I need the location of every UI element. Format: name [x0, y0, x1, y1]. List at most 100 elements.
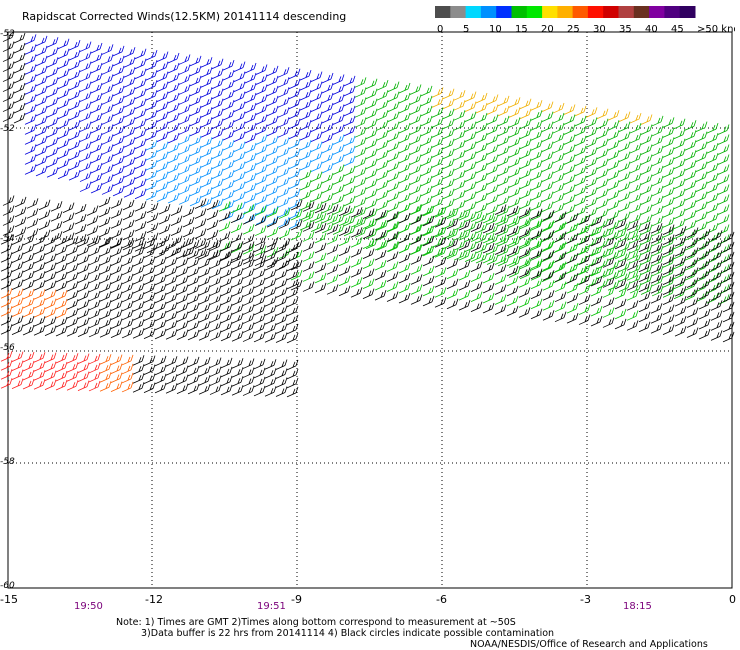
wind-barb [187, 248, 200, 260]
wind-barb [486, 114, 499, 125]
wind-barb [706, 182, 719, 194]
wind-barb [121, 318, 134, 330]
wind-barb [220, 294, 233, 306]
wind-barb [618, 171, 631, 183]
wind-barb [33, 253, 46, 264]
wind-barb [211, 78, 224, 90]
wind-barb [302, 231, 315, 242]
wind-barb [684, 240, 697, 251]
wind-barb [409, 184, 422, 195]
wind-barb [277, 207, 290, 218]
wind-barb [77, 281, 90, 292]
wind-barb [0, 252, 13, 263]
wind-barb [585, 137, 598, 148]
wind-barb [518, 297, 531, 308]
wind-barb [409, 124, 422, 135]
wind-barb [143, 310, 156, 321]
wind-barb [431, 127, 444, 138]
wind-barb [79, 151, 92, 162]
wind-barb [343, 125, 356, 137]
wind-barb [220, 321, 233, 333]
wind-barb [242, 234, 255, 245]
wind-barb [585, 257, 598, 268]
wind-barb [290, 229, 303, 241]
wind-barb [706, 162, 719, 174]
wind-barb [475, 222, 488, 234]
wind-barb [2, 51, 15, 62]
wind-barb [387, 141, 400, 152]
wind-barb [230, 232, 243, 244]
wind-barb [431, 107, 444, 118]
wind-barb [566, 272, 579, 284]
wind-barb [464, 91, 477, 102]
wind-barb [288, 158, 301, 170]
wind-barb [409, 164, 422, 175]
wind-barb [198, 384, 211, 395]
wind-barb [365, 148, 378, 160]
wind-barb [684, 230, 697, 241]
wind-barb [446, 238, 459, 250]
wind-barb [145, 160, 158, 171]
wind-barb [409, 114, 422, 125]
wind-barb [673, 148, 686, 160]
wind-barb [178, 104, 191, 115]
wind-barb [698, 258, 711, 270]
wind-barb [112, 45, 125, 57]
wind-barb [376, 200, 389, 211]
wind-barb [143, 328, 156, 339]
wind-barb [189, 155, 202, 167]
wind-barb [422, 285, 435, 297]
wind-barb [338, 245, 351, 257]
wind-barb [590, 255, 603, 267]
wind-barb [518, 267, 531, 278]
wind-barb [22, 270, 35, 282]
wind-barb [11, 270, 24, 281]
wind-barb [431, 117, 444, 128]
wind-barb [222, 200, 235, 211]
wind-barb [662, 167, 675, 178]
wind-barb [585, 187, 598, 198]
wind-barb [542, 290, 555, 301]
wind-barb [332, 174, 345, 185]
wind-barb [132, 319, 145, 330]
wind-barb [77, 326, 90, 337]
wind-barb [288, 128, 301, 140]
wind-barb [277, 197, 290, 208]
wind-barb [585, 127, 598, 138]
wind-barb [475, 172, 488, 184]
wind-barb [350, 237, 363, 248]
wind-barb [110, 363, 123, 374]
wind-barb [244, 132, 257, 144]
wind-barb [596, 258, 609, 270]
wind-barb [590, 235, 603, 247]
wind-barb [145, 190, 158, 201]
wind-barb [585, 207, 598, 218]
wind-barb [566, 222, 579, 234]
wind-barb [66, 326, 79, 337]
wind-barb [231, 358, 244, 369]
wind-barb [662, 244, 675, 256]
wind-barb [506, 305, 519, 317]
wind-barb [387, 231, 400, 242]
wind-barb [187, 356, 200, 368]
wind-barb [626, 290, 639, 301]
wind-barb [286, 314, 299, 326]
wind-barb [629, 172, 642, 184]
wind-barb [88, 326, 101, 338]
wind-barb [74, 233, 87, 245]
wind-barb [79, 141, 92, 152]
wind-barb [482, 282, 495, 294]
colorbar-label: 30 [593, 24, 606, 35]
wind-barb [706, 172, 719, 184]
wind-barb [88, 371, 101, 383]
wind-barb [35, 45, 48, 57]
wind-barb [11, 306, 24, 317]
wind-barb [57, 98, 70, 110]
wind-barb [686, 267, 699, 278]
wind-barb [596, 118, 609, 130]
wind-barb [277, 137, 290, 148]
wind-barb [101, 164, 114, 175]
wind-barb [200, 167, 213, 178]
wind-barb [277, 97, 290, 108]
wind-barb [497, 165, 510, 177]
